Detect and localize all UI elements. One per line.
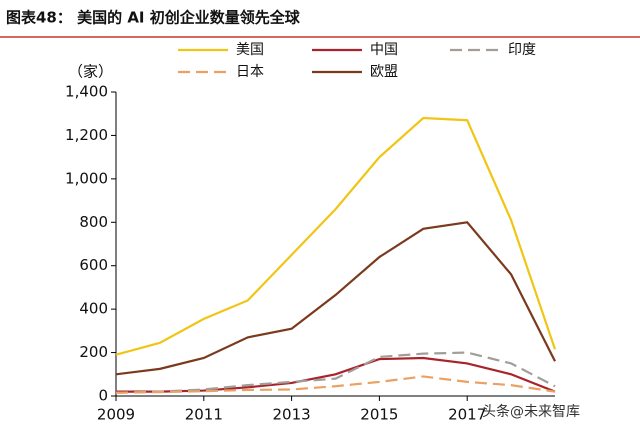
x-tick-label: 2015 (360, 406, 398, 424)
y-tick-label: 1,000 (65, 169, 108, 187)
legend-label: 日本 (236, 64, 264, 80)
x-tick-label: 2009 (97, 406, 135, 424)
x-tick-label: 2017 (448, 406, 486, 424)
series-line (115, 116, 557, 356)
x-tick-label: 2011 (185, 406, 223, 424)
y-axis-label: （家） (68, 63, 113, 81)
y-tick-label: 600 (79, 256, 108, 274)
watermark: 头条@未来智库 (482, 403, 580, 420)
y-tick-label: 0 (98, 387, 108, 405)
legend-label: 印度 (508, 42, 536, 58)
series-line (115, 351, 556, 394)
series-line (115, 375, 556, 394)
x-tick-label: 2013 (273, 406, 311, 424)
series-line (115, 221, 556, 376)
legend-label: 欧盟 (370, 64, 398, 80)
legend-label: 中国 (370, 42, 398, 58)
y-tick-label: 400 (79, 300, 108, 318)
y-tick-label: 800 (79, 213, 108, 231)
y-tick-label: 1,400 (65, 83, 108, 101)
y-tick-label: 1,200 (65, 126, 108, 144)
chart-title: 图表48： 美国的 AI 初创企业数量领先全球 (6, 9, 301, 27)
legend-label: 美国 (236, 42, 264, 58)
y-tick-label: 200 (79, 343, 108, 361)
